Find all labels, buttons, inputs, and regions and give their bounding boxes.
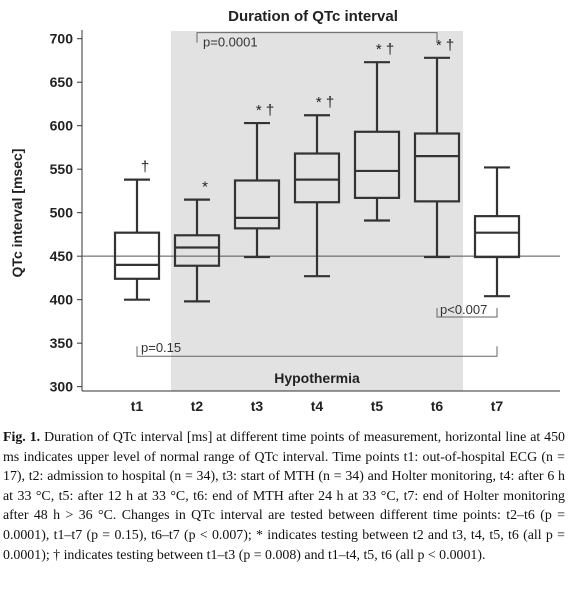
bracket-t6-t7: [436, 308, 498, 318]
box-iqr: [353, 130, 401, 199]
significance-marker: * †: [376, 41, 394, 58]
bracket-label: p<0.007: [440, 302, 487, 317]
caption-label: Fig. 1.: [3, 430, 41, 445]
x-category-label: t2: [191, 398, 204, 414]
x-category-label: t3: [251, 398, 264, 414]
bracket-label: p=0.15: [141, 340, 181, 355]
bracket-t2-t6: [196, 32, 438, 43]
box-iqr: [113, 231, 161, 280]
significance-marker: * †: [256, 102, 274, 119]
qtc-boxplot-chart: Duration of QTc interval Hypothermia 300 3…: [9, 8, 560, 414]
y-tick-label: 300: [50, 379, 74, 395]
significance-marker: †: [141, 159, 149, 176]
x-category-label: t7: [491, 398, 504, 414]
figure-caption: Fig. 1. Duration of QTc interval [ms] at…: [3, 428, 565, 565]
plot-area: Hypothermia 300 350 400 450 500 550 600 650 700 † t…: [50, 30, 560, 414]
caption-text: Duration of QTc interval [ms] at differe…: [3, 430, 565, 563]
chart-title: Duration of QTc interval: [228, 8, 398, 25]
box-iqr: [233, 179, 281, 230]
bracket-label: p=0.0001: [203, 35, 258, 50]
significance-marker: * †: [436, 37, 454, 54]
y-tick-label: 400: [50, 292, 74, 308]
significance-marker: *: [202, 179, 208, 196]
box-iqr: [413, 132, 461, 203]
x-category-label: t1: [131, 398, 144, 414]
hypothermia-label: Hypothermia: [274, 370, 360, 386]
bracket-t1-t7: [136, 346, 498, 357]
box-iqr: [173, 234, 221, 267]
y-tick-label: 700: [50, 31, 74, 47]
x-category-label: t6: [431, 398, 444, 414]
y-axis-label: QTc interval [msec]: [9, 149, 25, 278]
y-tick-label: 650: [50, 74, 74, 90]
significance-marker: * †: [316, 94, 334, 111]
box-iqr: [473, 215, 521, 259]
y-tick-label: 500: [50, 205, 74, 221]
y-tick-label: 350: [50, 335, 74, 351]
y-tick-label: 550: [50, 161, 74, 177]
x-category-label: t4: [311, 398, 324, 414]
x-category-label: t5: [371, 398, 384, 414]
box-iqr: [293, 152, 341, 204]
y-tick-label: 600: [50, 118, 74, 134]
y-tick-label: 450: [50, 248, 74, 264]
